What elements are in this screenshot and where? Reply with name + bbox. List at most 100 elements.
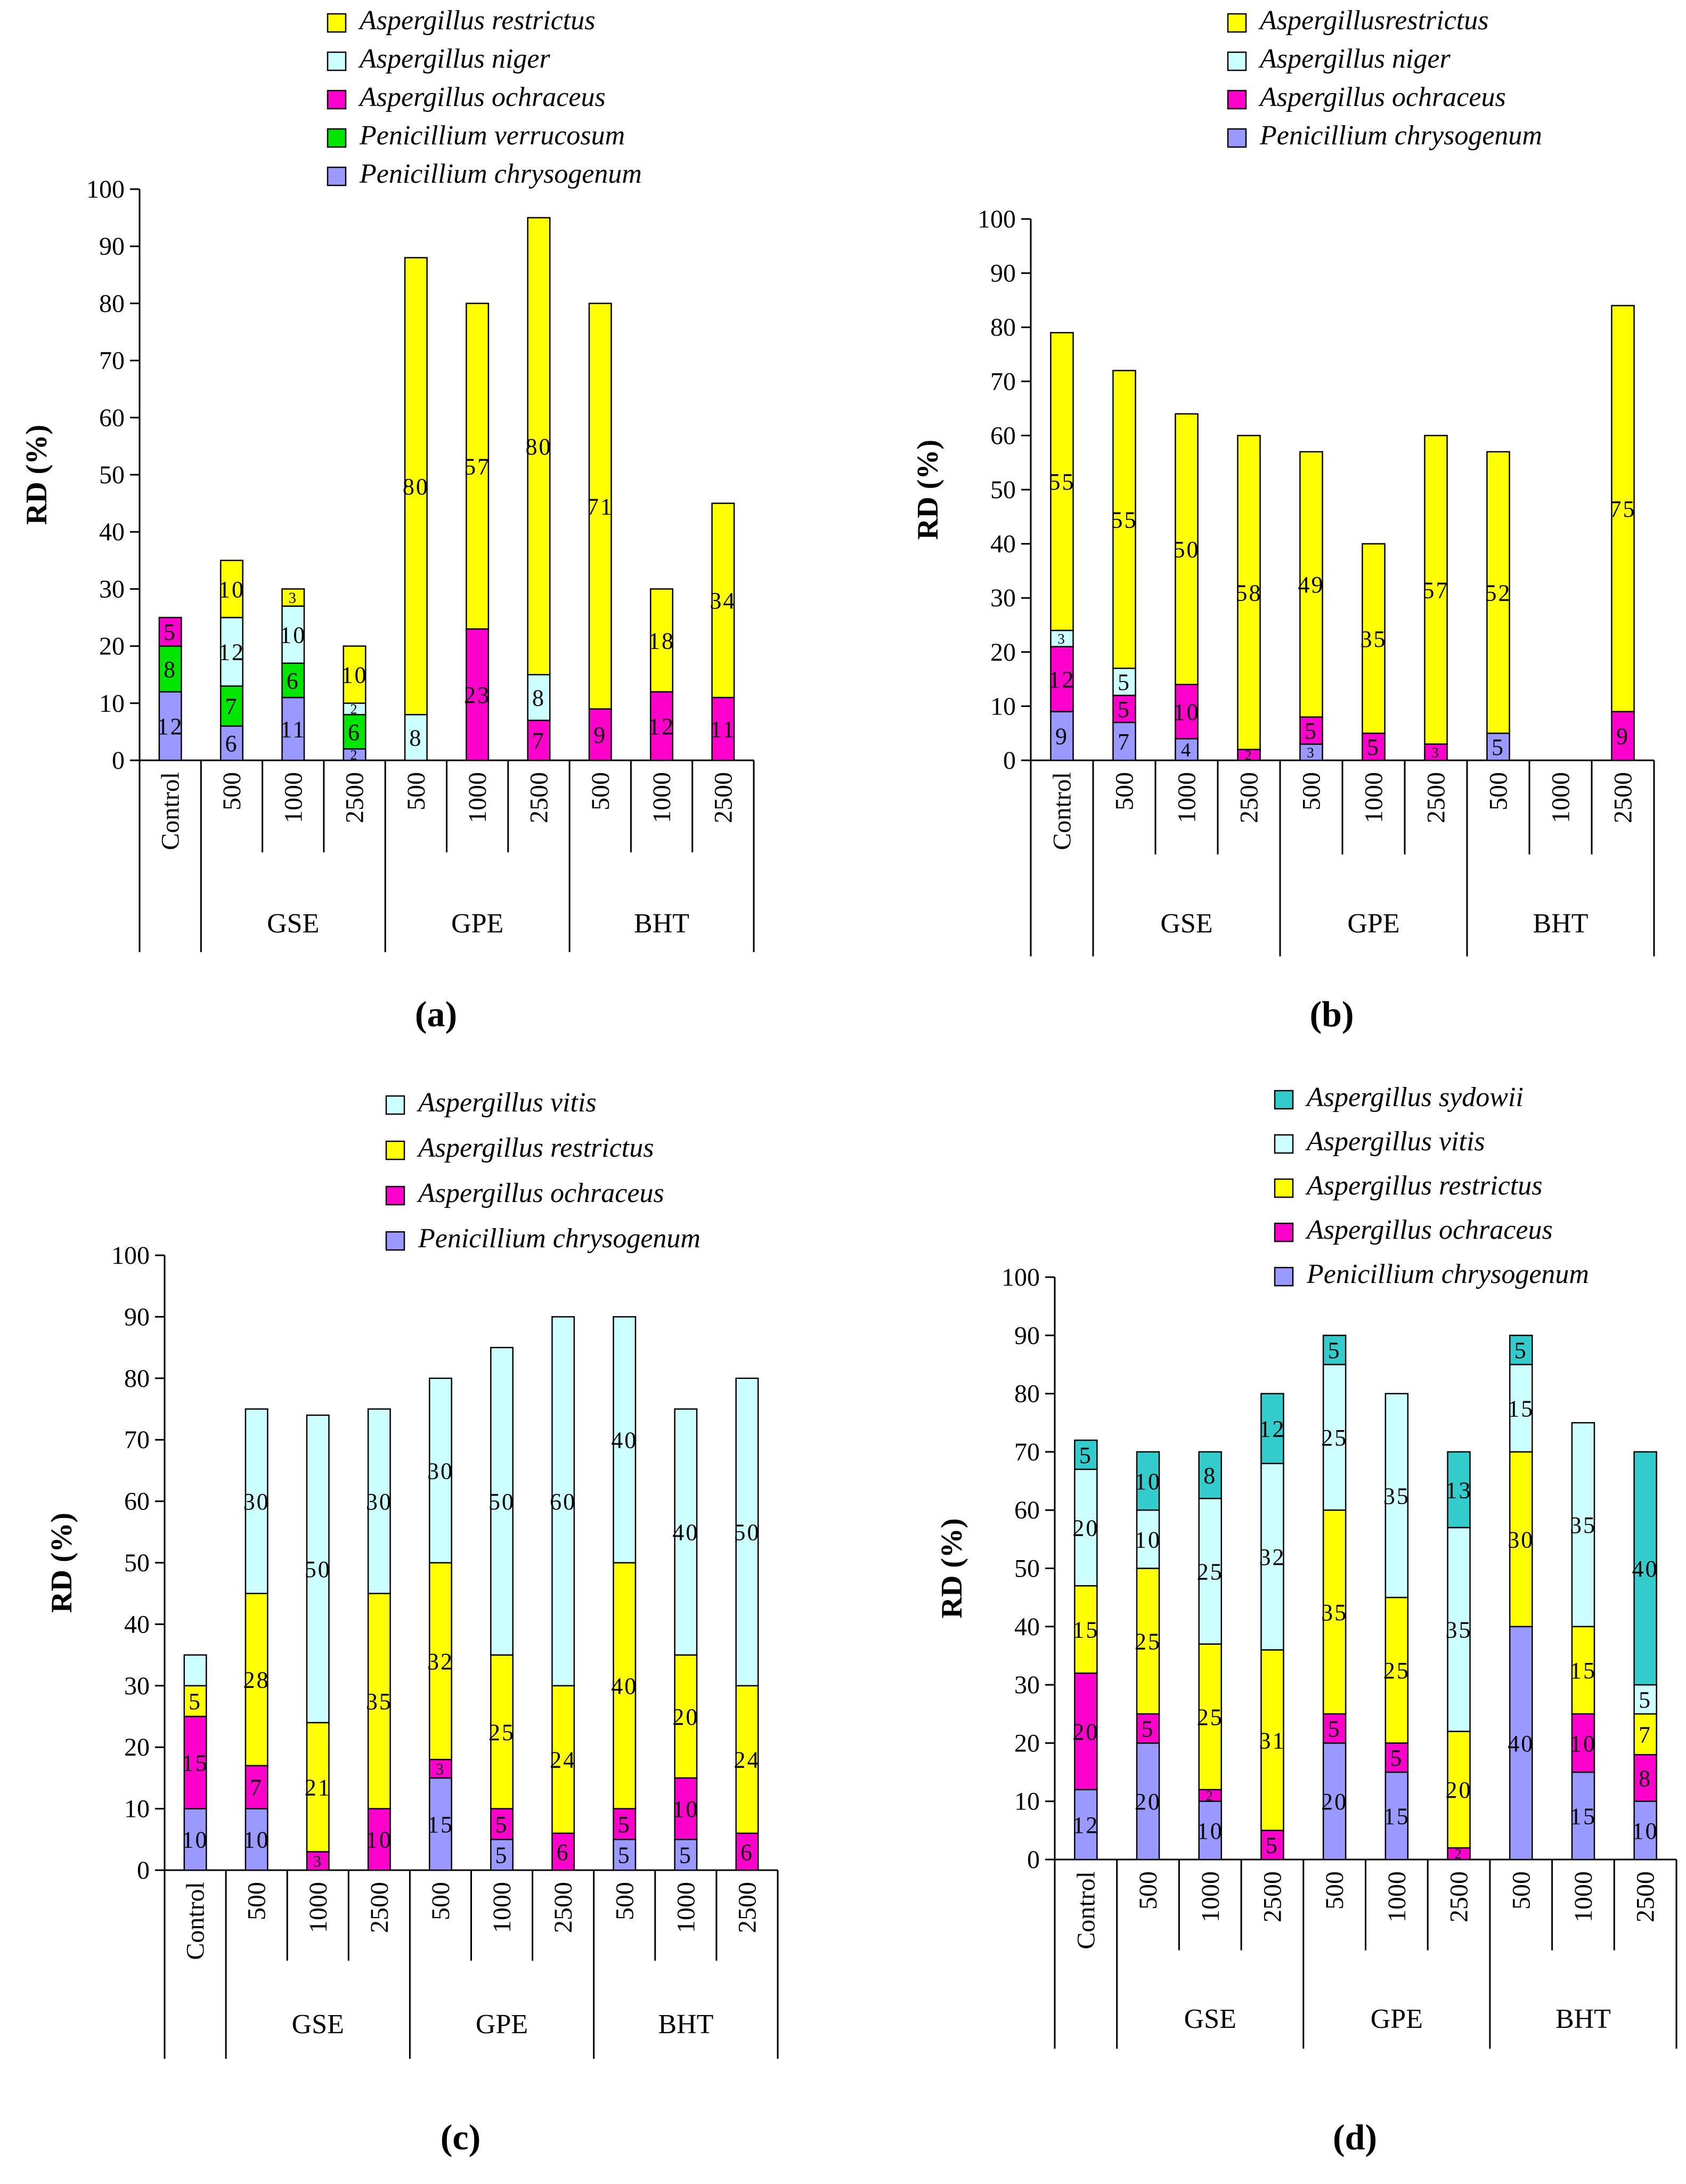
data-label: 30	[427, 1458, 454, 1484]
x-tick-label: 1000	[1360, 772, 1388, 823]
bar-segment	[183, 1685, 207, 1717]
data-label: 35	[1383, 1483, 1410, 1509]
legend-swatch	[327, 90, 347, 110]
x-tick-label: 1000	[463, 772, 492, 823]
bar-segment	[367, 1593, 391, 1809]
bar-segment	[1447, 1731, 1471, 1849]
bar-segment	[1509, 1335, 1533, 1366]
bar-segment	[1509, 1451, 1533, 1628]
data-label: 25	[1197, 1704, 1224, 1731]
data-label: 25	[488, 1719, 515, 1745]
x-tick-label: 500	[243, 1882, 271, 1920]
data-label: 5	[1305, 718, 1318, 744]
bar-segment	[245, 1408, 268, 1594]
legend-swatch	[327, 166, 347, 186]
data-label: 34	[710, 588, 736, 614]
data-label: 57	[1423, 577, 1449, 603]
y-tick-label: 0	[1027, 1846, 1040, 1874]
data-label: 35	[1570, 1512, 1597, 1538]
data-label: 15	[1570, 1803, 1597, 1829]
data-label: 80	[403, 474, 429, 500]
data-label: 30	[366, 1489, 393, 1515]
bar-segment	[404, 257, 428, 716]
data-label: 20	[1072, 1719, 1099, 1745]
data-label: 12	[157, 713, 184, 740]
y-tick-label: 60	[124, 1488, 150, 1516]
bar-segment	[711, 502, 735, 699]
data-label: 60	[550, 1489, 576, 1515]
data-label: 32	[1259, 1544, 1285, 1570]
bar-segment	[1175, 413, 1199, 686]
data-label: 15	[1383, 1803, 1410, 1829]
x-tick-label: 1000	[1196, 1871, 1225, 1922]
y-tick-label: 100	[1001, 1263, 1040, 1292]
data-label: 5	[495, 1842, 509, 1869]
bar-segment	[1571, 1771, 1595, 1861]
data-label: 2	[351, 702, 359, 717]
x-tick-label: 2500	[733, 1882, 761, 1933]
data-label: 24	[550, 1747, 576, 1773]
data-label: 7	[250, 1775, 263, 1801]
data-label: 2	[1455, 1846, 1463, 1862]
group-label-gpe: GPE	[1371, 2004, 1423, 2034]
legend-entry: Penicillium chrysogenum	[1259, 120, 1542, 151]
bar-segment	[1198, 1451, 1223, 1499]
data-label: 18	[648, 628, 675, 654]
bar-segment	[1362, 732, 1386, 761]
x-tick-label: 2500	[1235, 772, 1264, 823]
bar-segment	[306, 1851, 330, 1871]
data-label: 20	[1135, 1789, 1161, 1815]
data-label: 10	[243, 1827, 270, 1853]
data-label: 71	[587, 493, 614, 519]
data-label: 24	[734, 1747, 760, 1773]
legend-swatch	[1274, 1222, 1294, 1243]
legend-entry: Penicillium chrysogenum	[418, 1223, 701, 1254]
group-label-bht: BHT	[1533, 908, 1589, 939]
x-tick-label: 2500	[1258, 1871, 1286, 1922]
y-tick-label: 30	[99, 575, 125, 603]
bar-segment	[1175, 684, 1199, 740]
bar-segment	[674, 1408, 698, 1656]
bar-segment	[527, 217, 551, 676]
data-label: 15	[1508, 1395, 1534, 1422]
bar-segment	[1136, 1451, 1160, 1511]
y-tick-label: 20	[1014, 1729, 1040, 1757]
bar-segment	[1260, 1463, 1284, 1651]
group-label-gpe: GPE	[476, 2009, 528, 2040]
data-label: 5	[1142, 1716, 1155, 1742]
y-tick-label: 20	[124, 1733, 150, 1761]
bar-segment	[428, 1777, 452, 1871]
data-label: 11	[710, 716, 736, 742]
data-label: 30	[243, 1489, 270, 1515]
data-label: 7	[1639, 1722, 1652, 1748]
bar-segment	[1074, 1439, 1098, 1470]
x-tick-label: 2500	[525, 772, 553, 823]
data-label: 31	[1259, 1727, 1285, 1753]
data-label: 9	[1616, 724, 1630, 750]
bar-segment	[219, 725, 243, 761]
bar-segment	[1299, 743, 1323, 761]
legend-swatch	[385, 1140, 405, 1160]
legend-entry: Aspergillus ochraceus	[1305, 1215, 1553, 1245]
bar-segment	[158, 645, 182, 693]
y-tick-label: 0	[137, 1856, 150, 1885]
data-label: 40	[611, 1427, 638, 1454]
bar-segment	[1136, 1713, 1160, 1744]
bar-segment	[306, 1414, 330, 1724]
data-label: 58	[1236, 580, 1263, 606]
data-label: 40	[611, 1673, 638, 1699]
data-label: 75	[1610, 496, 1636, 522]
x-tick-label: 1000	[279, 772, 307, 823]
data-label: 5	[1328, 1716, 1341, 1742]
data-label: 12	[648, 713, 675, 740]
x-tick-label: 500	[1321, 1871, 1349, 1910]
y-tick-label: 20	[99, 632, 125, 661]
y-axis-label: RD (%)	[935, 1518, 968, 1618]
legend-entry: Aspergillus niger	[358, 44, 550, 74]
y-tick-label: 10	[124, 1795, 150, 1823]
data-label: 52	[1485, 580, 1512, 606]
bar-segment	[735, 1832, 759, 1871]
data-label: 4	[1181, 738, 1192, 760]
data-label: 15	[427, 1812, 454, 1838]
y-tick-label: 10	[1014, 1788, 1040, 1816]
